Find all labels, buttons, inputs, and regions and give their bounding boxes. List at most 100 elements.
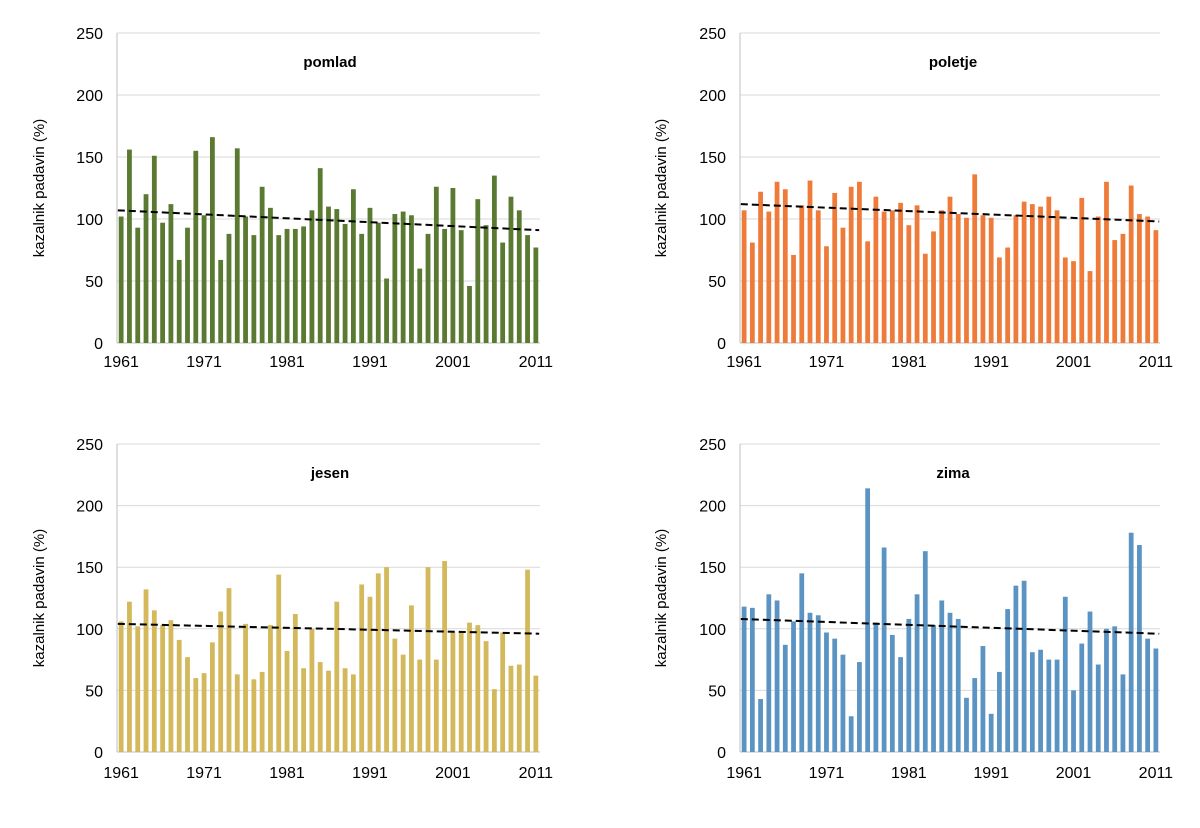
bar-1990	[359, 233, 365, 343]
x-tick-label: 2001	[435, 765, 471, 782]
bar-1962	[127, 601, 132, 752]
bar-1963	[135, 227, 141, 343]
bar-1983	[301, 226, 307, 343]
bar-2010	[1145, 216, 1151, 343]
bar-2011	[1153, 230, 1159, 343]
x-tick-label: 2011	[1139, 765, 1174, 782]
bar-1997	[417, 268, 423, 343]
bar-1986	[326, 670, 331, 752]
bar-1963	[758, 699, 763, 752]
bar-1998	[425, 233, 431, 343]
bar-1977	[873, 622, 879, 752]
bar-2000	[442, 561, 448, 752]
bar-1980	[898, 657, 903, 752]
bar-1994	[392, 214, 398, 343]
chart-title: poletje	[929, 54, 977, 71]
bar-1970	[193, 678, 199, 752]
bar-1972	[209, 642, 215, 752]
bar-2007	[1120, 233, 1126, 343]
bar-1992	[997, 257, 1002, 343]
chart-title: zima	[936, 465, 970, 482]
bar-1988	[342, 223, 348, 343]
bar-1987	[955, 618, 961, 752]
x-tick-label: 1991	[973, 765, 1009, 782]
bar-1974	[848, 716, 854, 752]
bar-1997	[417, 659, 423, 752]
bar-2008	[508, 665, 514, 752]
bar-1973	[840, 227, 846, 343]
y-tick-label: 250	[699, 437, 726, 454]
bar-1962	[749, 607, 755, 752]
x-tick-label: 2001	[1056, 765, 1092, 782]
bar-1995	[1021, 201, 1027, 343]
bar-2003	[1087, 271, 1093, 343]
bar-2010	[525, 235, 530, 343]
y-tick-label: 0	[94, 745, 103, 762]
bar-1978	[259, 671, 265, 752]
y-tick-label: 250	[76, 26, 103, 43]
bar-1991	[988, 713, 994, 752]
bar-1982	[292, 614, 298, 752]
bar-1993	[384, 567, 389, 752]
bar-2003	[1087, 611, 1093, 752]
bar-2011	[533, 675, 539, 752]
chart-title: jesen	[310, 465, 349, 482]
y-tick-label: 250	[699, 26, 726, 43]
y-axis-label: kazalnik padavin (%)	[31, 529, 48, 667]
bar-1973	[840, 654, 846, 752]
bar-1971	[201, 215, 207, 343]
bar-1974	[226, 588, 232, 752]
bar-1970	[815, 210, 821, 343]
x-tick-label: 1971	[186, 354, 222, 371]
bar-2005	[483, 641, 489, 752]
bar-1990	[359, 584, 365, 752]
bar-1998	[1046, 659, 1052, 752]
bar-1998	[425, 567, 431, 752]
bar-1967	[791, 254, 796, 343]
bar-1976	[243, 216, 248, 343]
bar-1990	[980, 215, 986, 343]
bar-1963	[758, 191, 763, 343]
trend-line	[740, 617, 1160, 635]
y-tick-label: 50	[708, 683, 726, 700]
bar-1975	[857, 181, 862, 343]
bar-1977	[251, 679, 257, 752]
bar-1973	[218, 259, 224, 343]
bar-1978	[259, 186, 265, 343]
chart-panel-pomlad: 0 50 100 150 200 250 1961 1971 1981 1991 2001 2011 p…	[31, 26, 553, 371]
bar-1961	[741, 210, 747, 343]
bar-1961	[118, 216, 124, 343]
bar-1977	[873, 196, 879, 343]
bar-1961	[741, 606, 747, 752]
bar-2004	[475, 625, 481, 752]
bar-2002	[1079, 643, 1085, 752]
bar-1984	[309, 210, 315, 343]
bar-1981	[284, 650, 290, 752]
bar-1995	[400, 211, 406, 343]
bar-1988	[964, 217, 969, 343]
bar-1996	[409, 215, 414, 343]
bar-1992	[375, 222, 381, 343]
bar-1993	[1005, 247, 1011, 343]
bar-1974	[226, 233, 232, 343]
y-tick-label: 50	[85, 274, 103, 291]
bar-2000	[1062, 596, 1068, 752]
bar-1996	[1029, 204, 1035, 343]
bar-1995	[1021, 580, 1027, 752]
chart-panel-poletje: 0 50 100 150 200 250 1961 1971 1981 1991 2001 2011 p…	[653, 26, 1173, 371]
bar-1990	[980, 646, 986, 752]
bar-1986	[326, 206, 331, 343]
y-tick-label: 200	[699, 499, 726, 516]
bar-1970	[815, 615, 821, 752]
bar-2004	[1095, 216, 1101, 343]
y-tick-label: 150	[699, 150, 726, 167]
bar-1968	[176, 259, 182, 343]
bar-2007	[500, 632, 506, 752]
bar-1967	[168, 204, 174, 343]
bar-1971	[824, 632, 829, 752]
bar-1963	[135, 626, 141, 752]
bar-2000	[1062, 257, 1068, 343]
bar-1961	[118, 621, 124, 752]
bar-1987	[955, 214, 961, 343]
